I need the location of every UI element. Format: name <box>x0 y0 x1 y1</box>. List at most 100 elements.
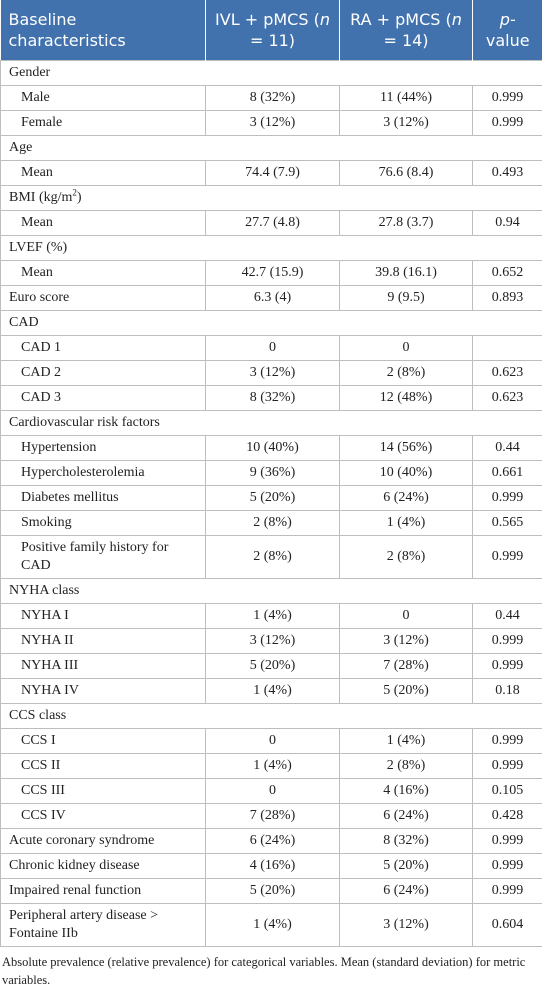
row: Euro score 6.3 (4) 9 (9.5) 0.893 <box>0 284 542 311</box>
row-label: Hypertension <box>0 434 206 461</box>
cell: 5 (20%) <box>339 677 473 704</box>
cell: 0.44 <box>472 602 542 629</box>
sub-row: CCS III 0 4 (16%) 0.105 <box>0 777 542 804</box>
sub-row: Diabetes mellitus 5 (20%) 6 (24%) 0.999 <box>0 484 542 511</box>
row-label: CAD 3 <box>0 384 206 411</box>
sub-row: NYHA IV 1 (4%) 5 (20%) 0.18 <box>0 677 542 704</box>
cell: 0.999 <box>472 727 542 754</box>
cell: 6.3 (4) <box>205 284 340 311</box>
sub-row: Male 8 (32%) 11 (44%) 0.999 <box>0 84 542 111</box>
cell: 7 (28%) <box>205 802 340 829</box>
cell: 2 (8%) <box>339 359 473 386</box>
cell: 0.999 <box>472 484 542 511</box>
cell: 3 (12%) <box>205 109 340 136</box>
row-label: CCS class <box>0 702 542 729</box>
sub-row: Mean 74.4 (7.9) 76.6 (8.4) 0.493 <box>0 159 542 186</box>
cell: 1 (4%) <box>205 752 340 779</box>
cell: 5 (20%) <box>205 484 340 511</box>
cell: 0.94 <box>472 209 542 236</box>
cell: 6 (24%) <box>339 802 473 829</box>
cell: 0.44 <box>472 434 542 461</box>
cell: 1 (4%) <box>205 902 340 947</box>
row: BMI (kg/m2) <box>0 184 542 211</box>
cell: 0.999 <box>472 652 542 679</box>
row-label: CCS III <box>0 777 206 804</box>
table-body: Gender Male 8 (32%) 11 (44%) 0.999 Female 3 (1… <box>0 59 542 947</box>
row: Gender <box>0 59 542 86</box>
cell: 2 (8%) <box>205 509 340 536</box>
row-label: Age <box>0 134 542 161</box>
text-run: 2 <box>72 186 77 197</box>
cell: 1 (4%) <box>339 727 473 754</box>
cell: 0.604 <box>472 902 542 947</box>
cell: 0.623 <box>472 359 542 386</box>
cell: 4 (16%) <box>339 777 473 804</box>
sub-row: CCS IV 7 (28%) 6 (24%) 0.428 <box>0 802 542 829</box>
row: Peripheral artery disease > Fontaine IIb… <box>0 902 542 947</box>
row-label: LVEF (%) <box>0 234 542 261</box>
text-run: = 14) <box>383 30 429 50</box>
cell: 1 (4%) <box>205 677 340 704</box>
text-run: Chronic kidney disease <box>9 857 140 873</box>
cell <box>472 334 542 361</box>
cell: 0 <box>339 334 473 361</box>
cell: 6 (24%) <box>205 827 340 854</box>
row-label: BMI (kg/m2) <box>0 184 542 211</box>
cell: 7 (28%) <box>339 652 473 679</box>
row-label: Hypercholesterolemia <box>0 459 206 486</box>
cell: 0.565 <box>472 509 542 536</box>
cell: 0.105 <box>472 777 542 804</box>
text-run: Age <box>9 139 33 155</box>
text-run: p <box>499 9 510 29</box>
row-label: NYHA III <box>0 652 206 679</box>
cell: 0 <box>205 334 340 361</box>
row-label: CCS II <box>0 752 206 779</box>
sub-row: Smoking 2 (8%) 1 (4%) 0.565 <box>0 509 542 536</box>
text-run: BMI (kg/m <box>9 189 73 205</box>
text-run: Acute coronary syndrome <box>9 832 155 848</box>
row-label: Female <box>0 109 206 136</box>
text-run: RA + pMCS ( <box>350 9 452 29</box>
cell: 0.623 <box>472 384 542 411</box>
row-label: Mean <box>0 159 206 186</box>
row: LVEF (%) <box>0 234 542 261</box>
cell: 11 (44%) <box>339 84 473 111</box>
text-run: IVL + pMCS ( <box>215 9 320 29</box>
cell: 3 (12%) <box>339 902 473 947</box>
text-run: ) <box>76 189 82 205</box>
sub-row: NYHA III 5 (20%) 7 (28%) 0.999 <box>0 652 542 679</box>
cell: 0.999 <box>472 534 542 579</box>
cell: 0.493 <box>472 159 542 186</box>
text-run: Peripheral artery disease > Fontaine IIb <box>9 907 158 941</box>
cell: 1 (4%) <box>205 602 340 629</box>
row: Cardiovascular risk factors <box>0 409 542 436</box>
sub-row: Mean 27.7 (4.8) 27.8 (3.7) 0.94 <box>0 209 542 236</box>
row-label: Peripheral artery disease > Fontaine IIb <box>0 902 206 947</box>
sub-row: NYHA II 3 (12%) 3 (12%) 0.999 <box>0 627 542 654</box>
header-cell: p-value <box>472 0 542 60</box>
table: Baseline characteristics IVL + pMCS (n = … <box>0 0 542 947</box>
text-run: n <box>451 9 462 29</box>
header-row: Baseline characteristics IVL + pMCS (n = … <box>0 0 542 60</box>
cell: 0.661 <box>472 459 542 486</box>
row: Acute coronary syndrome 6 (24%) 8 (32%) 0.9… <box>0 827 542 854</box>
cell: 0.999 <box>472 852 542 879</box>
cell: 8 (32%) <box>205 384 340 411</box>
header-cell: IVL + pMCS (n = 11) <box>205 0 340 60</box>
sub-row: Hypercholesterolemia 9 (36%) 10 (40%) 0.661 <box>0 459 542 486</box>
row-label: Cardiovascular risk factors <box>0 409 542 436</box>
row-label: Mean <box>0 259 206 286</box>
sub-row: Positive family history for CAD 2 (8%) 2 (… <box>0 534 542 579</box>
cell: 3 (12%) <box>339 109 473 136</box>
cell: 10 (40%) <box>205 434 340 461</box>
cell: 10 (40%) <box>339 459 473 486</box>
row: CAD <box>0 309 542 336</box>
cell: 2 (8%) <box>205 534 340 579</box>
text-run: -value <box>485 9 530 50</box>
cell: 8 (32%) <box>205 84 340 111</box>
